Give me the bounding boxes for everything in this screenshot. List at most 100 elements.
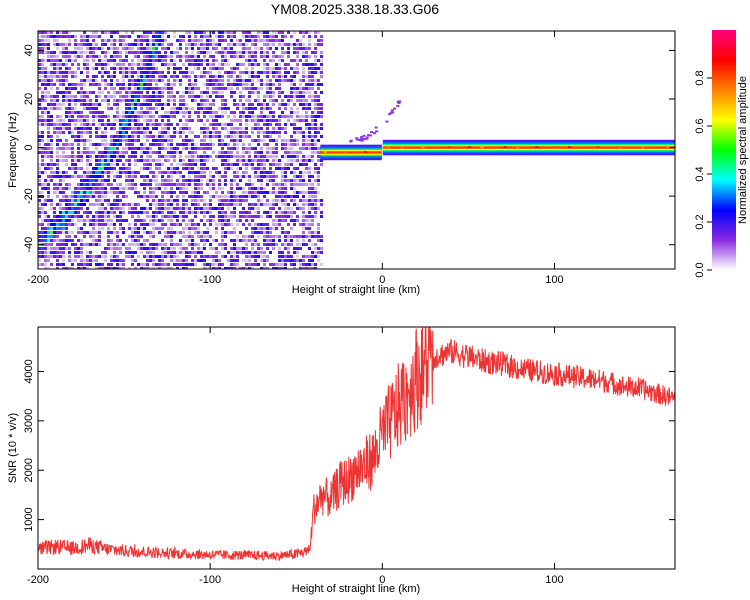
- heatmap-cell: [245, 195, 248, 198]
- heatmap-cell: [182, 115, 185, 118]
- heatmap-cell: [125, 247, 128, 250]
- heatmap-cell: [260, 119, 263, 122]
- heatmap-cell: [41, 67, 44, 70]
- heatmap-cell: [311, 207, 314, 210]
- heatmap-cell: [137, 79, 140, 82]
- heatmap-cell: [260, 115, 263, 118]
- heatmap-cell: [56, 103, 59, 106]
- heatmap-cell: [65, 55, 68, 58]
- heatmap-cell: [104, 63, 107, 66]
- heatmap-cell: [119, 55, 122, 58]
- heatmap-cell: [152, 55, 155, 58]
- heatmap-cell: [275, 191, 278, 194]
- heatmap-cell: [128, 227, 131, 230]
- heatmap-cell: [152, 119, 155, 122]
- heatmap-cell: [137, 147, 140, 150]
- heatmap-cell: [305, 135, 308, 138]
- heatmap-cell: [314, 191, 317, 194]
- heatmap-cell: [125, 111, 128, 114]
- heatmap-cell: [230, 223, 233, 226]
- heatmap-cell: [137, 59, 140, 62]
- heatmap-cell: [206, 183, 209, 186]
- heatmap-cell: [206, 235, 209, 238]
- heatmap-cell: [269, 83, 272, 86]
- heatmap-cell: [146, 215, 149, 218]
- heatmap-cell: [218, 171, 221, 174]
- heatmap-cell: [140, 195, 143, 198]
- heatmap-cell: [158, 155, 161, 158]
- heatmap-cell: [305, 263, 308, 266]
- heatmap-cell: [161, 211, 164, 214]
- heatmap-cell: [89, 123, 92, 126]
- heatmap-cell: [116, 219, 119, 222]
- heatmap-cell: [194, 163, 197, 166]
- heatmap-cell: [146, 103, 149, 106]
- heatmap-cell: [200, 159, 203, 162]
- heatmap-cell: [215, 263, 218, 266]
- heatmap-cell: [272, 187, 275, 190]
- heatmap-cell: [65, 35, 68, 38]
- heatmap-cell: [65, 267, 68, 269]
- heatmap-cell: [89, 191, 92, 194]
- heatmap-cell: [71, 131, 74, 134]
- heatmap-cell: [233, 243, 236, 246]
- heatmap-cell: [47, 247, 50, 250]
- heatmap-cell: [296, 43, 299, 46]
- heatmap-cell: [119, 135, 122, 138]
- heatmap-cell: [107, 83, 110, 86]
- heatmap-cell: [248, 239, 251, 242]
- heatmap-cell: [248, 35, 251, 38]
- heatmap-cell: [284, 191, 287, 194]
- heatmap-cell: [299, 179, 302, 182]
- heatmap-cell: [149, 147, 152, 150]
- heatmap-cell: [41, 247, 44, 250]
- heatmap-cell: [104, 139, 107, 142]
- heatmap-cell: [158, 171, 161, 174]
- heatmap-cell: [110, 247, 113, 250]
- heatmap-cell: [278, 215, 281, 218]
- heatmap-cell: [146, 63, 149, 66]
- heatmap-cell: [110, 67, 113, 70]
- heatmap-cell: [77, 203, 80, 206]
- heatmap-cell: [95, 183, 98, 186]
- heatmap-cell: [56, 143, 59, 146]
- heatmap-cell: [113, 179, 116, 182]
- heatmap-cell: [44, 231, 47, 234]
- heatmap-cell: [245, 163, 248, 166]
- heatmap-cell: [302, 179, 305, 182]
- heatmap-cell: [86, 131, 89, 134]
- heatmap-cell: [92, 191, 95, 194]
- heatmap-cell: [296, 111, 299, 114]
- heatmap-cell: [68, 107, 71, 110]
- heatmap-cell: [149, 223, 152, 226]
- heatmap-cell: [80, 51, 83, 54]
- heatmap-cell: [278, 159, 281, 162]
- heatmap-cell: [197, 195, 200, 198]
- heatmap-cell: [95, 191, 98, 194]
- heatmap-cell: [86, 35, 89, 38]
- heatmap-cell: [158, 259, 161, 262]
- heatmap-cell: [263, 171, 266, 174]
- heatmap-cell: [197, 63, 200, 66]
- heatmap-cell: [161, 31, 164, 34]
- heatmap-cell: [567, 146, 571, 149]
- colorbar-label: Normalized spectral amplitude: [737, 76, 749, 224]
- heatmap-cell: [233, 91, 236, 94]
- heatmap-cell: [164, 39, 167, 42]
- heatmap-cell: [305, 107, 308, 110]
- heatmap-cell: [320, 59, 323, 62]
- heatmap-cell: [269, 99, 272, 102]
- heatmap-cell: [38, 59, 41, 62]
- heatmap-cell: [278, 119, 281, 122]
- heatmap-cell: [320, 247, 323, 250]
- heatmap-cell: [221, 67, 224, 70]
- heatmap-cell: [110, 87, 113, 90]
- heatmap-cell: [158, 243, 161, 246]
- heatmap-cell: [113, 187, 116, 190]
- heatmap-cell: [233, 263, 236, 266]
- heatmap-cell: [209, 195, 212, 198]
- heatmap-cell: [80, 151, 83, 154]
- heatmap-cell: [293, 139, 296, 142]
- heatmap-cell: [68, 143, 71, 146]
- heatmap-cell: [281, 59, 284, 62]
